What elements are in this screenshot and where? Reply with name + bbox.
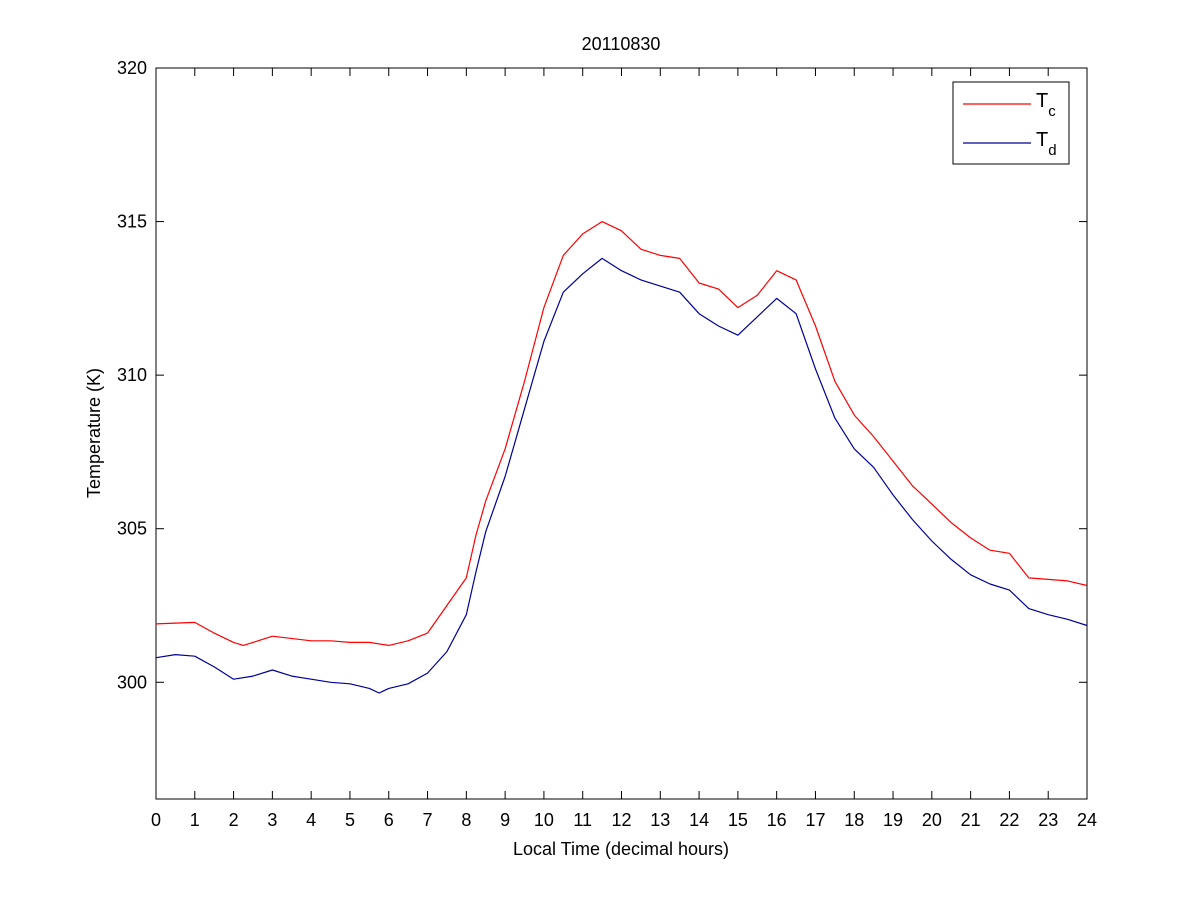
series-lines (155, 221, 1088, 694)
x-tick-label: 0 (151, 810, 161, 830)
y-tick-label: 310 (117, 365, 147, 385)
x-tick-label: 11 (573, 810, 592, 830)
x-tick-label: 22 (999, 810, 1019, 830)
legend-label: Td (1036, 129, 1057, 159)
chart-title: 20110830 (582, 34, 661, 54)
y-tick-label: 300 (117, 672, 147, 692)
legend-label-name: T (1036, 90, 1048, 112)
x-axis-label: Local Time (decimal hours) (513, 839, 729, 859)
legend-label-name: T (1036, 129, 1048, 151)
x-tick-label: 16 (767, 810, 787, 830)
x-tick-label: 4 (306, 810, 316, 830)
x-tick-label: 14 (689, 810, 709, 830)
y-axis-label: Temperature (K) (84, 368, 104, 498)
x-tick-label: 18 (844, 810, 864, 830)
legend-label: Tc (1036, 90, 1056, 120)
series-line-t-c (155, 221, 1088, 647)
x-tick-label: 19 (883, 810, 903, 830)
x-tick-label: 7 (423, 810, 433, 830)
x-tick-label: 17 (805, 810, 825, 830)
x-tick-label: 1 (190, 810, 200, 830)
series-line-t-d (155, 257, 1088, 694)
plot-area (155, 67, 1088, 800)
x-tick-label: 21 (961, 810, 981, 830)
y-axis: 300 305 310 315 320 (117, 58, 1087, 692)
x-tick-label: 3 (267, 810, 277, 830)
legend-box (952, 81, 1070, 165)
x-tick-label: 9 (500, 810, 510, 830)
x-tick-label: 6 (384, 810, 394, 830)
y-tick-label: 305 (117, 519, 147, 539)
x-tick-label: 5 (345, 810, 355, 830)
x-tick-label: 24 (1077, 810, 1097, 830)
y-tick-label: 320 (117, 58, 147, 78)
x-tick-label: 2 (229, 810, 239, 830)
y-tick-label: 315 (117, 212, 147, 232)
x-tick-label: 15 (728, 810, 748, 830)
x-tick-label: 13 (650, 810, 670, 830)
legend-label-subscript: d (1048, 142, 1056, 159)
x-tick-label: 23 (1038, 810, 1058, 830)
legend-label-subscript: c (1048, 103, 1056, 120)
x-tick-label: 12 (611, 810, 631, 830)
x-tick-label: 8 (461, 810, 471, 830)
x-tick-label: 10 (534, 810, 554, 830)
x-tick-label: 20 (922, 810, 942, 830)
x-axis: 0 1 2 3 4 5 6 7 8 9 10 11 12 13 14 15 16 17 18 19 20 21 22 23 24 (151, 68, 1097, 830)
